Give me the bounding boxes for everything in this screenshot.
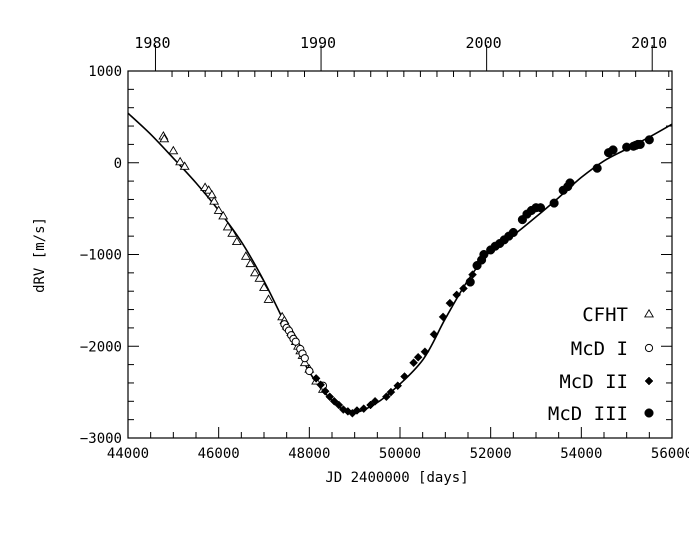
legend-label-mcd-i: McD I	[571, 338, 628, 360]
point-mcd-ii	[409, 358, 418, 368]
point-cfht	[209, 196, 220, 205]
point-cfht	[168, 145, 179, 155]
point-cfht	[213, 205, 224, 214]
point-cfht	[159, 133, 170, 143]
fit-curve	[127, 112, 673, 414]
x-axis: 44000 46000 48000 50000 52000 54000 56000	[107, 427, 689, 462]
top-year-label: 2010	[631, 34, 667, 52]
series-mcd-ii	[311, 270, 477, 418]
point-mcd-iii	[479, 249, 489, 260]
legend-marker-cfht	[644, 308, 654, 318]
point-mcd-ii	[386, 387, 396, 397]
point-mcd-ii	[334, 400, 344, 410]
y-tick-label: 1000	[88, 64, 122, 80]
x-tick-label: 52000	[470, 446, 512, 462]
point-cfht	[218, 210, 229, 220]
point-mcd-ii	[438, 312, 448, 322]
y-tick-label: −1000	[80, 248, 122, 264]
y-tick-label: −3000	[80, 431, 122, 447]
legend: CFHT McD I McD II McD III	[548, 304, 654, 425]
point-mcd-iii	[592, 163, 602, 173]
top-year-axis: 1980 1990 2000 2010	[134, 34, 670, 77]
point-mcd-ii	[359, 404, 369, 413]
point-cfht	[203, 185, 214, 194]
top-year-label: 1990	[300, 34, 336, 52]
point-cfht	[227, 228, 238, 237]
point-cfht	[206, 189, 217, 199]
point-mcd-ii	[420, 347, 430, 357]
point-mcd-iii	[565, 178, 575, 188]
point-mcd-ii	[316, 380, 326, 390]
legend-label-cfht: CFHT	[582, 304, 628, 326]
legend-marker-mcd-i	[644, 343, 654, 353]
top-year-label: 1980	[134, 34, 170, 52]
point-cfht	[175, 156, 186, 166]
point-mcd-iii	[508, 227, 518, 238]
point-cfht	[245, 258, 256, 268]
point-mcd-ii	[311, 374, 321, 383]
point-mcd-iii	[608, 145, 618, 155]
series-mcd-iii	[465, 135, 654, 287]
point-mcd-ii	[459, 284, 468, 293]
y-tick-label: −2000	[80, 339, 122, 355]
x-axis-label: JD 2400000 [days]	[325, 470, 468, 486]
point-mcd-ii	[352, 406, 362, 415]
point-mcd-iii	[635, 139, 645, 149]
point-cfht	[222, 221, 233, 231]
point-cfht	[263, 294, 274, 303]
fit-curve-group	[127, 112, 673, 414]
point-mcd-ii	[325, 392, 335, 402]
point-mcd-i	[291, 337, 300, 346]
data-points	[158, 131, 654, 418]
point-mcd-i	[300, 354, 309, 363]
point-mcd-ii	[400, 372, 409, 381]
y-axis: −3000 −2000 −1000 0 1000	[80, 64, 672, 447]
point-mcd-ii	[320, 386, 330, 396]
x-tick-label: 44000	[107, 446, 149, 462]
legend-label-mcd-iii: McD III	[548, 403, 628, 425]
x-tick-label: 54000	[560, 446, 602, 462]
x-tick-label: 50000	[379, 446, 421, 462]
point-cfht	[240, 251, 251, 260]
point-mcd-ii	[382, 392, 391, 402]
point-cfht	[254, 273, 265, 282]
point-mcd-iii	[549, 198, 559, 208]
point-cfht	[179, 161, 190, 170]
point-mcd-ii	[445, 298, 455, 308]
point-cfht	[259, 282, 269, 291]
point-cfht	[249, 267, 260, 277]
legend-marker-mcd-ii	[644, 376, 654, 386]
legend-label-mcd-ii: McD II	[559, 371, 628, 393]
legend-marker-mcd-iii	[644, 408, 654, 418]
point-mcd-ii	[429, 329, 439, 339]
series-mcd-i	[280, 320, 328, 390]
x-tick-label: 48000	[288, 446, 330, 462]
point-mcd-iii	[535, 203, 546, 213]
point-mcd-i	[305, 366, 314, 376]
point-mcd-ii	[370, 396, 380, 406]
x-tick-label: 46000	[198, 446, 240, 462]
top-year-label: 2000	[466, 34, 502, 52]
point-mcd-ii	[452, 290, 462, 300]
y-axis-label: dRV [m/s]	[32, 217, 48, 293]
point-mcd-ii	[413, 352, 423, 362]
point-cfht	[231, 236, 242, 246]
point-mcd-iii	[644, 135, 654, 145]
point-mcd-ii	[393, 381, 403, 391]
y-tick-label: 0	[114, 156, 122, 172]
point-mcd-iii	[465, 277, 475, 287]
x-tick-label: 56000	[651, 446, 689, 462]
